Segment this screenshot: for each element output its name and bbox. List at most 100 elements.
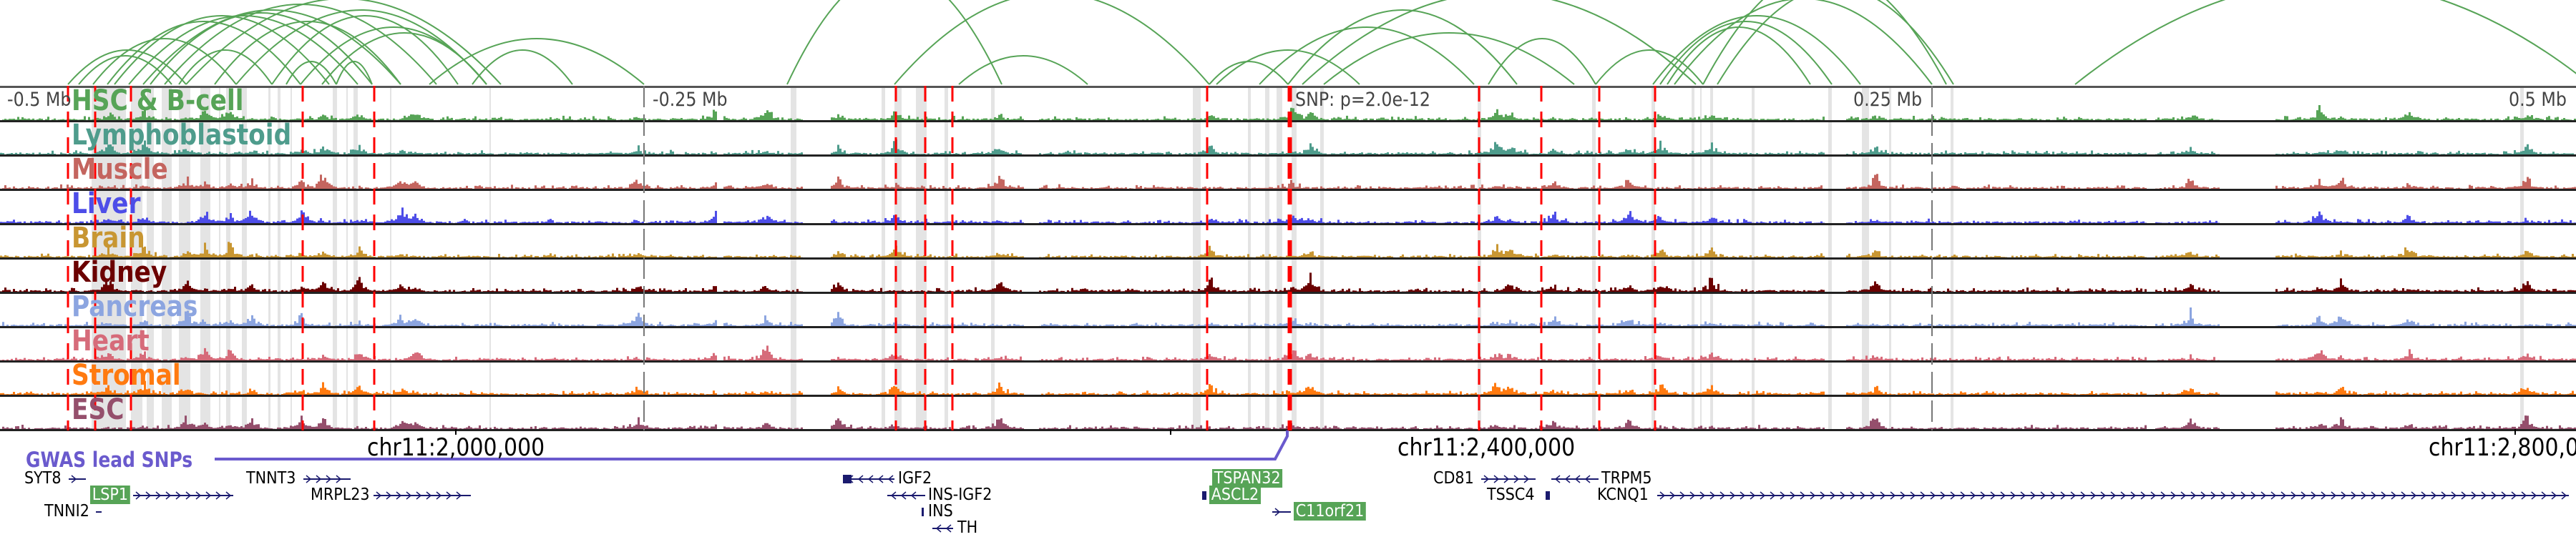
interaction-arc: [107, 21, 301, 85]
interaction-arc: [958, 55, 1088, 85]
signal-5: [0, 272, 2576, 292]
track-highlight-regions: [0, 294, 2576, 326]
track-brain: Brain: [0, 222, 2576, 260]
track-kidney: Kidney: [0, 256, 2576, 294]
gene-label-trpm5[interactable]: TRPM5: [1601, 469, 1652, 488]
track-label: Kidney: [72, 256, 167, 289]
gene-label-tnni2[interactable]: TNNI2: [44, 502, 89, 521]
interaction-arc: [1287, 9, 1518, 85]
gene-track: [69, 429, 2569, 533]
interaction-arc: [1595, 49, 1704, 85]
gene-label-cd81[interactable]: CD81: [1433, 469, 1474, 488]
interaction-arc: [1488, 38, 1596, 85]
coordinate-label: chr11:2,000,000: [367, 433, 545, 462]
gene-model-ins: [922, 508, 924, 516]
interaction-arc: [1667, 26, 1811, 85]
track-highlight-regions: [0, 225, 2576, 257]
track-heart: Heart: [0, 325, 2576, 363]
gwas-lead-snps-label: GWAS lead SNPs: [26, 448, 193, 472]
track-label: Pancreas: [72, 290, 198, 323]
gene-label-igf2[interactable]: IGF2: [898, 469, 932, 488]
interaction-arc: [1674, 0, 1933, 85]
coordinate-label: chr11:2,400,000: [1397, 433, 1576, 462]
signal-1: [0, 139, 2576, 154]
track-label: Liver: [72, 187, 141, 220]
gene-model-kcnq1: [1657, 491, 2569, 500]
track-lymphoblastoid: Lymphoblastoid: [0, 119, 2576, 157]
gene-label-kcnq1[interactable]: KCNQ1: [1597, 486, 1649, 504]
signal-0: [0, 105, 2576, 120]
track-highlight-regions: [0, 397, 2576, 429]
interaction-arc: [214, 21, 401, 85]
track-muscle: Muscle: [0, 153, 2576, 191]
signal-2: [0, 174, 2576, 189]
interaction-arc: [1652, 15, 1861, 85]
gene-exon: [843, 475, 852, 483]
gene-model-lsp1: [133, 491, 233, 500]
gene-label-th[interactable]: TH: [957, 518, 978, 537]
interaction-arc: [1702, 0, 1947, 85]
interaction-arc: [2074, 0, 2576, 85]
track-pancreas: Pancreas: [0, 290, 2576, 328]
track-highlight-regions: [0, 122, 2576, 154]
coordinate-label: chr11:2,800,000: [2429, 433, 2576, 462]
track-label: Brain: [72, 222, 145, 255]
gene-model-mrpl23: [374, 491, 471, 500]
interaction-arc: [1209, 61, 1289, 85]
interaction-arc: [185, 0, 502, 85]
track-label: ESC: [72, 393, 125, 426]
track-esc: ESC: [0, 393, 2576, 431]
gene-model-ins-igf2: [887, 491, 925, 500]
track-label: Stromal: [72, 359, 181, 392]
interaction-arcs: [67, 0, 2576, 85]
gene-label-tspan32[interactable]: TSPAN32: [1212, 469, 1283, 488]
interaction-arc: [286, 61, 337, 85]
interaction-arc: [321, 32, 487, 85]
interaction-arc: [429, 38, 645, 85]
track-highlight-regions: [0, 88, 2576, 120]
signal-9: [0, 415, 2576, 429]
track-liver: Liver: [0, 187, 2576, 225]
interaction-arc: [336, 61, 373, 85]
interaction-arc: [114, 15, 330, 85]
interaction-arc: [786, 0, 1002, 85]
gene-label-tssc4[interactable]: TSSC4: [1487, 486, 1535, 504]
axis-tick-label: 0.25 Mb: [1853, 89, 1923, 111]
gene-model-th: [932, 524, 953, 533]
interaction-arc: [1659, 21, 1833, 85]
gene-label-c11orf21[interactable]: C11orf21: [1294, 502, 1366, 521]
interaction-arc: [894, 0, 1210, 85]
interaction-arc: [142, 9, 401, 85]
gene-model-tnnt3: [303, 475, 351, 483]
gene-label-lsp1[interactable]: LSP1: [90, 486, 130, 504]
track-label: HSC & B-cell: [72, 84, 244, 117]
signal-3: [0, 207, 2576, 223]
track-highlight-regions: [0, 363, 2576, 395]
gene-model-cd81: [1481, 475, 1536, 483]
gene-model-c11orf21: [1272, 508, 1291, 516]
axis-tick-label: -0.25 Mb: [653, 89, 728, 111]
gene-label-ins-igf2[interactable]: INS-IGF2: [928, 486, 992, 504]
gene-label-syt8[interactable]: SYT8: [24, 469, 62, 488]
track-highlight-regions: [0, 328, 2576, 360]
track-highlight-regions: [0, 191, 2576, 223]
interaction-arc: [150, 12, 373, 85]
gene-label-mrpl23[interactable]: MRPL23: [311, 486, 370, 504]
signal-6: [0, 307, 2576, 326]
gwas-snp-link: [215, 430, 1289, 460]
gene-model-syt8: [69, 475, 86, 483]
gene-label-tnnt3[interactable]: TNNT3: [246, 469, 296, 488]
track-highlight-regions: [0, 260, 2576, 292]
gene-model-igf2: [844, 475, 894, 483]
interaction-arc: [1259, 26, 1475, 85]
track-highlight-regions: [0, 157, 2576, 189]
track-stromal: Stromal: [0, 359, 2576, 397]
track-hsc-b-cell: HSC & B-cell: [0, 84, 2576, 122]
signal-7: [0, 345, 2576, 360]
gene-label-ins[interactable]: INS: [928, 502, 953, 521]
interaction-arc: [128, 15, 358, 85]
track-label: Heart: [72, 325, 150, 358]
gene-label-ascl2[interactable]: ASCL2: [1209, 486, 1261, 504]
interaction-arc: [92, 38, 237, 85]
interaction-arc: [178, 49, 273, 85]
